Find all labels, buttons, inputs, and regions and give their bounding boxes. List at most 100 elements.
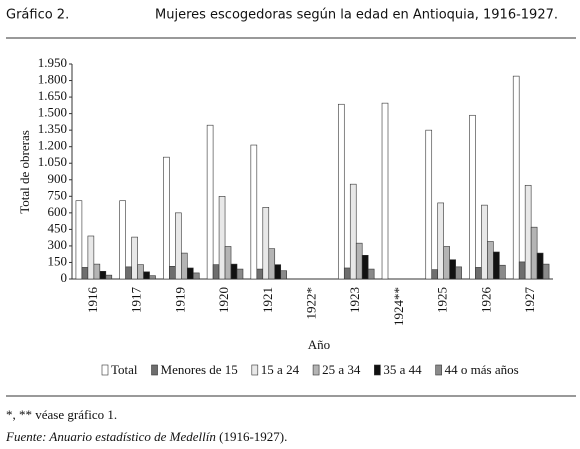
x-tick-label: 1923 (347, 287, 362, 313)
y-tick-label: 1.950 (38, 55, 67, 70)
bar (143, 271, 150, 280)
bar (475, 267, 482, 280)
bar (192, 272, 200, 280)
y-axis-title: Total de obreras (17, 130, 32, 214)
x-tick-label: 1924** (391, 287, 406, 326)
bar (349, 183, 357, 280)
bar (518, 261, 526, 280)
source-years: (1916-1927). (219, 429, 287, 444)
legend-label: 44 o más años (445, 362, 519, 377)
bar (212, 264, 220, 280)
bar (224, 246, 232, 280)
bar (381, 102, 389, 280)
bar (169, 266, 176, 280)
y-tick-label: 1.050 (38, 154, 67, 169)
bar (449, 259, 456, 280)
bar (425, 129, 433, 280)
bar (236, 268, 244, 280)
bar (125, 266, 132, 280)
bar (481, 204, 488, 280)
x-tick-label: 1925 (435, 287, 450, 313)
bar (542, 263, 550, 280)
x-tick-label: 1921 (260, 287, 275, 313)
bar (361, 254, 369, 280)
bar (105, 274, 113, 280)
x-tick-label: 1916 (85, 287, 100, 314)
x-tick-label: 1917 (129, 287, 144, 314)
legend-swatch (151, 364, 158, 376)
bar (355, 242, 363, 280)
bar (175, 212, 182, 280)
legend-swatch (101, 364, 109, 376)
bar (455, 266, 462, 280)
legend-swatch (312, 364, 320, 376)
bar (99, 270, 107, 280)
bar (75, 200, 83, 280)
x-tick-label: 1920 (216, 287, 231, 313)
bar (163, 156, 170, 280)
bar (337, 103, 345, 280)
note: *, ** véase gráfico 1. (6, 407, 117, 422)
bar (250, 144, 258, 280)
legend-label: Total (111, 362, 138, 377)
y-tick-label: 150 (48, 253, 68, 268)
bar (524, 184, 532, 280)
source-text: Fuente: Anuario estadístico de Medellín (5, 429, 216, 444)
bar (119, 200, 126, 280)
bar (536, 252, 544, 280)
bar (280, 270, 288, 280)
y-tick-label: 1.500 (38, 105, 67, 120)
bar (87, 235, 95, 280)
bar (256, 268, 264, 280)
chart-title: Mujeres escogedoras según la edad en Ant… (155, 8, 558, 23)
y-tick-label: 0 (61, 270, 68, 285)
y-tick-label: 600 (48, 204, 68, 219)
bar (487, 241, 494, 280)
bar (499, 264, 506, 280)
legend-swatch (251, 364, 259, 376)
bar (181, 252, 188, 280)
y-tick-label: 750 (48, 187, 68, 202)
x-axis-title: Año (308, 337, 330, 352)
bar (218, 196, 226, 280)
bar (149, 275, 156, 280)
y-tick-label: 1.800 (38, 72, 67, 87)
source: Fuente: Anuario estadístico de Medellín … (5, 429, 287, 444)
y-tick-label: 1.200 (38, 138, 67, 153)
x-tick-label: 1922* (303, 287, 318, 320)
y-tick-label: 300 (48, 237, 68, 252)
y-tick-label: 450 (48, 220, 68, 235)
bar (81, 267, 89, 280)
bar (512, 75, 520, 280)
bar (230, 263, 238, 280)
bar (137, 264, 144, 280)
bar (343, 267, 351, 280)
bar (469, 114, 476, 280)
bar (431, 269, 439, 280)
bar (206, 124, 214, 280)
bar (530, 226, 538, 280)
bar (268, 248, 276, 280)
bar (367, 268, 375, 280)
x-tick-label: 1927 (522, 287, 537, 314)
bar (437, 202, 444, 280)
legend-label: 15 a 24 (261, 362, 300, 377)
figure-label: Gráfico 2. (6, 8, 69, 23)
legend-swatch (435, 364, 442, 376)
x-tick-label: 1919 (172, 287, 187, 313)
bar (443, 246, 450, 280)
bar (493, 251, 500, 280)
y-tick-label: 1.350 (38, 121, 67, 136)
bar (131, 236, 138, 280)
bar (274, 264, 282, 280)
legend-label: 25 a 34 (322, 362, 361, 377)
legend-swatch (374, 364, 381, 376)
legend-label: 35 a 44 (383, 362, 422, 377)
bar (262, 207, 270, 280)
y-tick-label: 1.650 (38, 88, 67, 103)
x-tick-label: 1926 (478, 287, 493, 314)
bar (186, 267, 194, 280)
bar (93, 263, 101, 280)
y-tick-label: 900 (48, 171, 68, 186)
